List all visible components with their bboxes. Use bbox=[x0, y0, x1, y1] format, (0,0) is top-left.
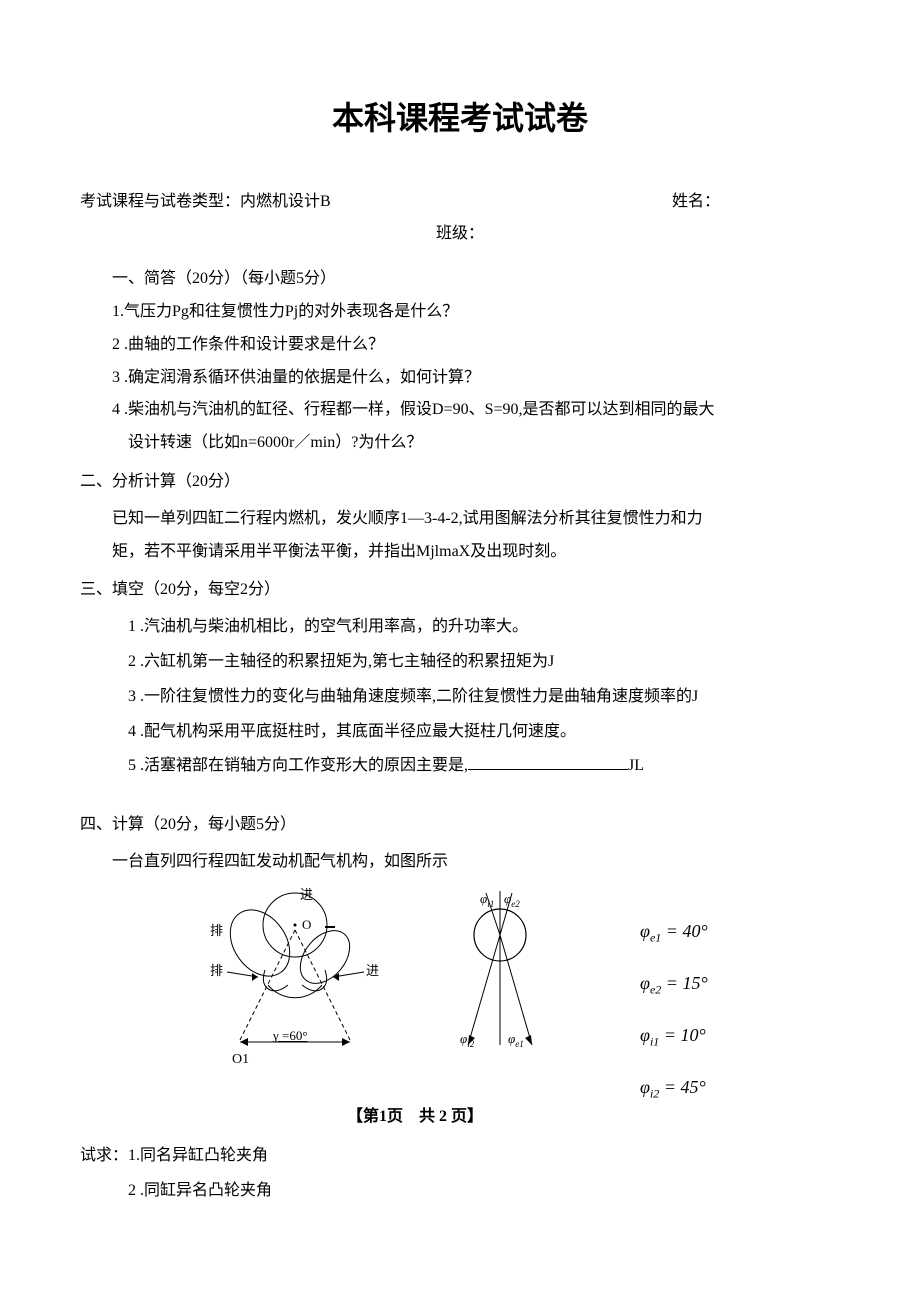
phi-i2-value: φi2 = 45° bbox=[640, 1071, 708, 1105]
angle-diagram-icon: φi1 φe2 φi2 φe1 bbox=[420, 885, 580, 1085]
angle-values: φe1 = 40° φe2 = 15° φi1 = 10° φi2 = 45° bbox=[640, 885, 708, 1124]
section3-q1: 1 .汽油机与柴油机相比，的空气利用率高，的升功率大。 bbox=[80, 613, 840, 642]
o1-label: O1 bbox=[232, 1052, 249, 1067]
section4-seek: 试求：1.同名异缸凸轮夹角 bbox=[80, 1142, 840, 1171]
section4-seek-q2: 2 .同缸异名凸轮夹角 bbox=[80, 1177, 840, 1206]
section2-body1: 已知一单列四缸二行程内燃机，发火顺序1—3-4-2,试用图解法分析其往复惯性力和… bbox=[80, 505, 840, 534]
class-label: 班级： bbox=[80, 220, 840, 249]
exhaust-label-left: 排 bbox=[210, 963, 223, 978]
page-footer: 【第1页 共 2 页】 bbox=[0, 1103, 840, 1132]
intake-label-top: 进 bbox=[300, 887, 313, 902]
o-label: O bbox=[302, 917, 311, 932]
blank-line bbox=[468, 754, 628, 770]
section3-q4: 4 .配气机构采用平底挺柱时，其底面半径应最大挺柱几何速度。 bbox=[80, 718, 840, 747]
section3-q3: 3 .一阶往复惯性力的变化与曲轴角速度频率,二阶往复惯性力是曲轴角速度频率的J bbox=[80, 683, 840, 712]
phi-i2-bottom: φi2 bbox=[460, 1031, 475, 1049]
phi-e1-bottom: φe1 bbox=[508, 1031, 524, 1049]
phi-i1-top: φi1 bbox=[480, 891, 494, 909]
phi-e1-value: φe1 = 40° bbox=[640, 915, 708, 949]
section3-q5-prefix: 5 .活塞裙部在销轴方向工作变形大的原因主要是, bbox=[128, 757, 468, 774]
section3-q2: 2 .六缸机第一主轴径的积累扭矩为,第七主轴径的积累扭矩为J bbox=[80, 648, 840, 677]
phi-e2-value: φe2 = 15° bbox=[640, 967, 708, 1001]
course-label: 考试课程与试卷类型：内燃机设计B bbox=[80, 188, 672, 217]
cam-diagram-icon: O 进 排 排 进 γ =60° O1 bbox=[170, 885, 420, 1085]
section3-q5: 5 .活塞裙部在销轴方向工作变形大的原因主要是, JL bbox=[80, 752, 840, 781]
section3-title: 三、填空（20分，每空2分） bbox=[80, 576, 840, 605]
gamma-label: γ =60° bbox=[272, 1028, 308, 1043]
header-row1: 考试课程与试卷类型：内燃机设计B 姓名： bbox=[80, 188, 840, 217]
phi-i1-value: φi1 = 10° bbox=[640, 1019, 708, 1053]
section1-q4-line2: 设计转速（比如n=6000r／min）?为什么？ bbox=[80, 429, 840, 458]
section2-body2: 矩，若不平衡请采用半平衡法平衡，并指出MjlmaX及出现时刻。 bbox=[80, 538, 840, 567]
section4-title: 四、计算（20分，每小题5分） bbox=[80, 811, 840, 840]
section1-q4-line1: 4 .柴油机与汽油机的缸径、行程都一样，假设D=90、S=90,是否都可以达到相… bbox=[80, 396, 840, 425]
section1-title: 一、简答（20分）（每小题5分） bbox=[80, 265, 840, 294]
name-label: 姓名： bbox=[672, 188, 720, 217]
section2-title: 二、分析计算（20分） bbox=[80, 468, 840, 497]
section3-q5-suffix: JL bbox=[628, 757, 644, 774]
section1-q3: 3 .确定润滑系循环供油量的依据是什么，如何计算？ bbox=[80, 364, 840, 393]
section1-q2: 2 .曲轴的工作条件和设计要求是什么？ bbox=[80, 331, 840, 360]
intake-label-right: 进 bbox=[366, 963, 379, 978]
section1-q1: 1.气压力Pg和往复惯性力Pj的对外表现各是什么？ bbox=[80, 298, 840, 327]
section4-body: 一台直列四行程四缸发动机配气机构，如图所示 bbox=[80, 848, 840, 877]
page-title: 本科课程考试试卷 bbox=[80, 90, 840, 148]
figure-area: O 进 排 排 进 γ =60° O1 φi1 φe2 φi2 φe1 bbox=[80, 885, 840, 1124]
exhaust-label-left-top: 排 bbox=[210, 923, 223, 938]
